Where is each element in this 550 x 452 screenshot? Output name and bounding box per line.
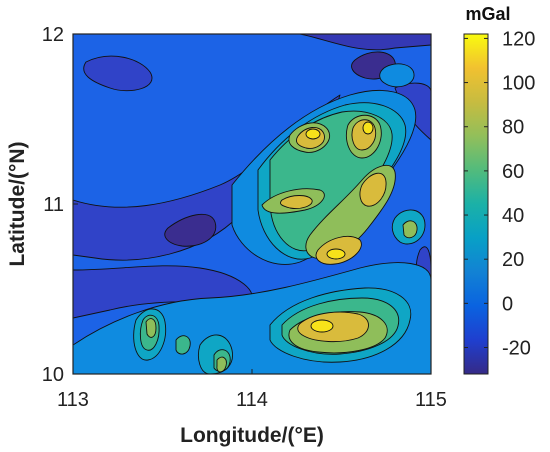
gold-mid-a	[359, 172, 387, 207]
y-axis-label: Latitude/(°N)	[6, 141, 29, 266]
colorbar-tick-label: 100	[502, 73, 535, 95]
x-tick-label: 113	[57, 389, 89, 411]
low-region-west-dark	[164, 213, 217, 247]
colorbar-unit: mGal	[465, 4, 510, 24]
peak-south	[310, 319, 334, 333]
gold-west-bar	[279, 195, 313, 209]
y-tick-label: 10	[42, 364, 64, 386]
x-axis: 113 114 115 Longitude/(°E)	[57, 369, 447, 447]
peak-regions	[305, 121, 374, 333]
colorbar-tick-label: 120	[502, 28, 535, 50]
green-sw-d	[175, 335, 191, 355]
contour-map	[73, 34, 431, 374]
colorbar-tick-label: 0	[502, 293, 513, 315]
colorbar: mGal 120 100 80 60 40 20 0 -20	[463, 4, 535, 375]
colorbar-tick-label: 80	[502, 117, 524, 139]
y-tick-label: 12	[42, 24, 64, 46]
low-region-top	[73, 34, 431, 51]
x-tick-label: 114	[236, 389, 268, 411]
colorbar-tick-label: 60	[502, 161, 524, 183]
colorbar-tick-label: 20	[502, 249, 524, 271]
lime-sw-b	[216, 356, 227, 373]
peak-north-a	[305, 128, 321, 140]
colorbar-ticks: 120 100 80 60 40 20 0 -20	[464, 28, 535, 360]
colorbar-tick-label: -20	[502, 338, 531, 360]
colorbar-bar	[463, 33, 489, 375]
low-region-southwest	[73, 265, 253, 319]
low-region-northwest	[83, 55, 153, 92]
lime-east-spot	[402, 220, 418, 239]
low-region-west-band	[73, 94, 341, 261]
colorbar-tick-label: 40	[502, 205, 524, 227]
peak-mid	[326, 248, 346, 260]
peak-north-b	[362, 121, 374, 135]
mid-spot-east	[379, 63, 415, 88]
x-axis-label: Longitude/(°E)	[180, 424, 324, 447]
x-tick-label: 115	[415, 389, 447, 411]
y-axis: 10 11 12 Latitude/(°N)	[6, 24, 78, 386]
y-tick-label: 11	[43, 194, 64, 216]
lime-sw	[145, 318, 157, 338]
